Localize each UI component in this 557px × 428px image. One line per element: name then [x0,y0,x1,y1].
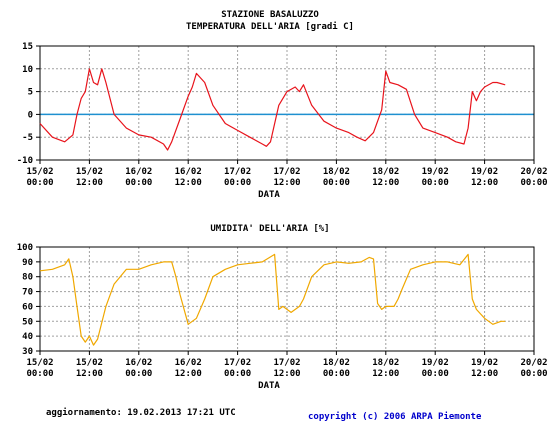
x-tick-date: 17/02 [224,167,251,177]
x-tick-date: 17/02 [273,167,300,177]
x-tick-time: 00:00 [26,178,53,188]
x-tick-time: 12:00 [372,178,399,188]
copyright-notice: copyright (c) 2006 ARPA Piemonte [308,412,482,422]
y-tick-label: -5 [22,133,33,143]
y-tick-label: 5 [28,88,33,98]
x-tick-date: 19/02 [471,167,498,177]
x-tick-date: 15/02 [76,358,103,368]
y-tick-label: 50 [22,317,33,327]
x-tick-time: 00:00 [520,178,547,188]
series-line [39,68,506,151]
y-tick-label: 70 [22,288,33,298]
x-tick-time: 12:00 [76,178,103,188]
humidity-chart-title: UMIDITA' DELL'ARIA [%] [210,224,329,234]
y-tick-label: 40 [22,332,33,342]
y-tick-label: -10 [17,156,33,166]
temperature-chart: 151050-5-1015/0200:0015/0212:0016/0200:0… [17,42,548,200]
x-tick-date: 17/02 [273,358,300,368]
x-tick-date: 19/02 [422,358,449,368]
x-tick-time: 12:00 [175,369,202,379]
y-tick-label: 80 [22,273,33,283]
x-tick-date: 19/02 [422,167,449,177]
temperature-chart-title: TEMPERATURA DELL'ARIA [gradi C] [186,21,354,32]
x-tick-time: 00:00 [520,369,547,379]
x-axis-label: DATA [258,190,280,200]
plot-frame [39,45,535,161]
x-tick-date: 20/02 [520,358,547,368]
plot-frame [39,246,535,352]
update-timestamp: aggiornamento: 19.02.2013 17:21 UTC [46,408,236,418]
humidity-chart: 1009080706050403015/0200:0015/0212:0016/… [17,243,548,391]
x-tick-date: 15/02 [26,167,53,177]
y-tick-label: 100 [17,243,33,253]
x-tick-date: 18/02 [372,358,399,368]
x-axis-label: DATA [258,381,280,391]
x-tick-date: 16/02 [175,358,202,368]
y-tick-label: 0 [28,110,33,120]
x-tick-date: 16/02 [175,167,202,177]
x-tick-time: 00:00 [224,178,251,188]
y-tick-label: 15 [22,42,33,52]
station-title: STAZIONE BASALUZZO [221,10,319,20]
x-tick-time: 00:00 [224,369,251,379]
x-tick-date: 19/02 [471,358,498,368]
x-tick-time: 12:00 [76,369,103,379]
x-tick-time: 00:00 [323,178,350,188]
x-tick-time: 12:00 [471,369,498,379]
x-tick-date: 15/02 [26,358,53,368]
y-tick-label: 90 [22,258,33,268]
y-tick-label: 30 [22,347,33,357]
x-tick-time: 00:00 [323,369,350,379]
x-tick-time: 00:00 [26,369,53,379]
x-tick-date: 16/02 [125,358,152,368]
x-tick-time: 00:00 [422,369,449,379]
x-tick-date: 17/02 [224,358,251,368]
x-tick-time: 00:00 [125,178,152,188]
x-tick-time: 12:00 [273,178,300,188]
x-tick-time: 12:00 [372,369,399,379]
x-tick-date: 15/02 [76,167,103,177]
y-tick-label: 60 [22,302,33,312]
x-tick-date: 16/02 [125,167,152,177]
y-tick-label: 10 [22,65,33,75]
x-tick-date: 18/02 [372,167,399,177]
x-tick-date: 18/02 [323,358,350,368]
series-line [39,253,506,346]
x-tick-time: 00:00 [125,369,152,379]
x-tick-time: 12:00 [175,178,202,188]
x-tick-date: 18/02 [323,167,350,177]
x-tick-time: 12:00 [471,178,498,188]
x-tick-time: 12:00 [273,369,300,379]
x-tick-date: 20/02 [520,167,547,177]
x-tick-time: 00:00 [422,178,449,188]
